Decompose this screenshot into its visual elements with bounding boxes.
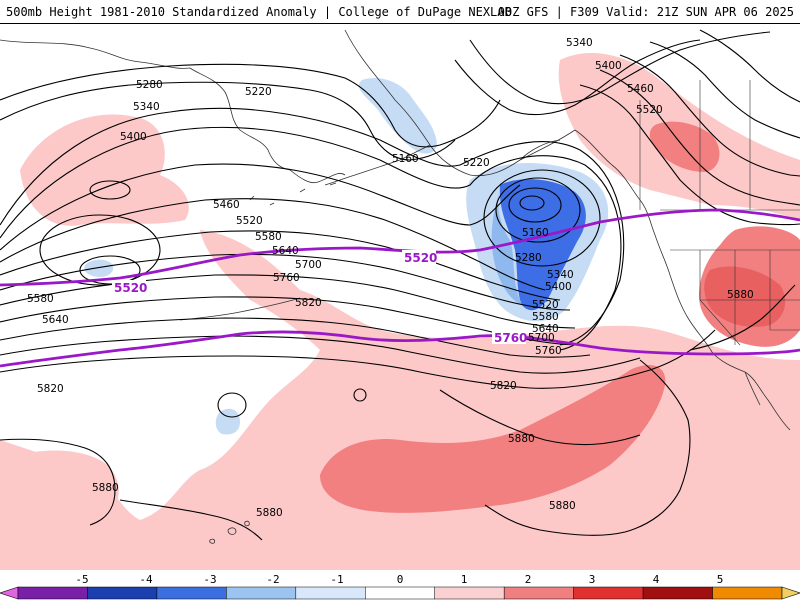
label-5880-sw: 5880 bbox=[92, 482, 119, 494]
label-5760-low: 5760 bbox=[535, 345, 562, 357]
colorbar-arrow-left bbox=[0, 586, 19, 600]
colorbar-segments bbox=[17, 586, 783, 600]
label-5280-low: 5280 bbox=[515, 252, 542, 264]
label-5580-low: 5580 bbox=[532, 311, 559, 323]
label-5400-low: 5400 bbox=[545, 281, 572, 293]
colorbar-tick: -4 bbox=[139, 573, 153, 586]
label-5760-w: 5760 bbox=[273, 272, 300, 284]
label-5340-low: 5340 bbox=[547, 269, 574, 281]
colorbar-segment bbox=[365, 586, 435, 600]
colorbar-segment bbox=[87, 586, 158, 600]
label-5700-low: 5700 bbox=[528, 332, 555, 344]
thickness-label-5520-w: 5520 bbox=[114, 281, 147, 295]
label-5520-ne: 5520 bbox=[636, 104, 663, 116]
colorbar-segment bbox=[434, 586, 505, 600]
anomaly-neg-low-strong bbox=[499, 179, 586, 311]
label-5340-nw: 5340 bbox=[133, 101, 160, 113]
anomaly-pos-mid-east2 bbox=[704, 266, 786, 327]
anomaly-pos-mid-swath bbox=[320, 365, 666, 513]
anomaly-pos-nw bbox=[20, 114, 189, 226]
label-5880-e: 5880 bbox=[727, 289, 754, 301]
label-5520-low: 5520 bbox=[532, 299, 559, 311]
colorbar-segment bbox=[17, 586, 88, 600]
anomaly-pos-arc bbox=[0, 230, 800, 570]
label-5580-far-w: 5580 bbox=[27, 293, 54, 305]
anomaly-neg-n bbox=[358, 77, 437, 154]
colorbar-segment bbox=[642, 586, 713, 600]
colorbar-segment bbox=[712, 586, 783, 600]
label-5340-ne: 5340 bbox=[566, 37, 593, 49]
colorbar-segment bbox=[295, 586, 366, 600]
label-5520-w: 5520 bbox=[236, 215, 263, 227]
colorbar-segment bbox=[503, 586, 574, 600]
anomaly-shading bbox=[0, 52, 800, 570]
label-5160-n: 5160 bbox=[392, 153, 419, 165]
anomaly-neg-w bbox=[84, 259, 114, 277]
map-svg: 5340 5400 5460 5520 5280 5220 5340 5400 … bbox=[0, 24, 800, 572]
anomaly-neg-sw bbox=[215, 408, 240, 435]
colorbar-tick: 0 bbox=[396, 573, 404, 586]
title-bar: 500mb Height 1981-2010 Standardized Anom… bbox=[0, 0, 800, 24]
label-5460-w: 5460 bbox=[213, 199, 240, 211]
label-5640-far-w: 5640 bbox=[42, 314, 69, 326]
thickness-5760 bbox=[0, 330, 800, 368]
label-5580-w: 5580 bbox=[255, 231, 282, 243]
label-5640-low: 5640 bbox=[532, 323, 559, 335]
label-5460-ne: 5460 bbox=[627, 83, 654, 95]
label-5400-ne: 5400 bbox=[595, 60, 622, 72]
anomaly-neg-low-mid bbox=[491, 190, 522, 305]
colorbar: -5 -4 -3 -2 -1 0 1 2 3 4 5 bbox=[0, 572, 800, 600]
label-5700-w: 5700 bbox=[295, 259, 322, 271]
label-5880-c: 5880 bbox=[508, 433, 535, 445]
colorbar-tick: 1 bbox=[460, 573, 468, 586]
contour-labels: 5340 5400 5460 5520 5280 5220 5340 5400 … bbox=[27, 37, 754, 519]
model-run-info: 00Z GFS | F309 Valid: 21Z SUN APR 06 202… bbox=[497, 5, 794, 19]
thickness-label-5760-c: 5760 bbox=[494, 331, 527, 345]
colorbar-arrow-right bbox=[781, 586, 800, 600]
colorbar-segment bbox=[156, 586, 227, 600]
colorbar-tick: 2 bbox=[524, 573, 532, 586]
map-title: 500mb Height 1981-2010 Standardized Anom… bbox=[6, 5, 512, 19]
label-5820-w: 5820 bbox=[295, 297, 322, 309]
anomaly-pos-sw-blob bbox=[0, 450, 119, 513]
label-5880-s2: 5880 bbox=[549, 500, 576, 512]
colorbar-strip bbox=[0, 586, 800, 600]
colorbar-tick: 3 bbox=[588, 573, 596, 586]
label-5820-c: 5820 bbox=[490, 380, 517, 392]
colorbar-segment bbox=[573, 586, 644, 600]
colorbar-segment bbox=[226, 586, 297, 600]
label-5400-nw: 5400 bbox=[120, 131, 147, 143]
weather-map: 5340 5400 5460 5520 5280 5220 5340 5400 … bbox=[0, 24, 800, 572]
label-5160-low: 5160 bbox=[522, 227, 549, 239]
colorbar-tick: -5 bbox=[75, 573, 89, 586]
thickness-labels: 5520 5520 5760 bbox=[112, 250, 527, 345]
anomaly-pos-mid-ne bbox=[649, 121, 720, 172]
colorbar-tick: -2 bbox=[266, 573, 280, 586]
label-5820-far-w: 5820 bbox=[37, 383, 64, 395]
label-5640-w: 5640 bbox=[272, 245, 299, 257]
label-5220-c: 5220 bbox=[463, 157, 490, 169]
height-contours bbox=[0, 29, 800, 541]
label-5220-n: 5220 bbox=[245, 86, 272, 98]
thickness-label-5520-c: 5520 bbox=[404, 251, 437, 265]
colorbar-tick: 4 bbox=[652, 573, 660, 586]
colorbar-tick: 5 bbox=[716, 573, 724, 586]
label-5880-s: 5880 bbox=[256, 507, 283, 519]
colorbar-tick: -3 bbox=[203, 573, 217, 586]
colorbar-tick: -1 bbox=[330, 573, 344, 586]
label-5280-nw: 5280 bbox=[136, 79, 163, 91]
